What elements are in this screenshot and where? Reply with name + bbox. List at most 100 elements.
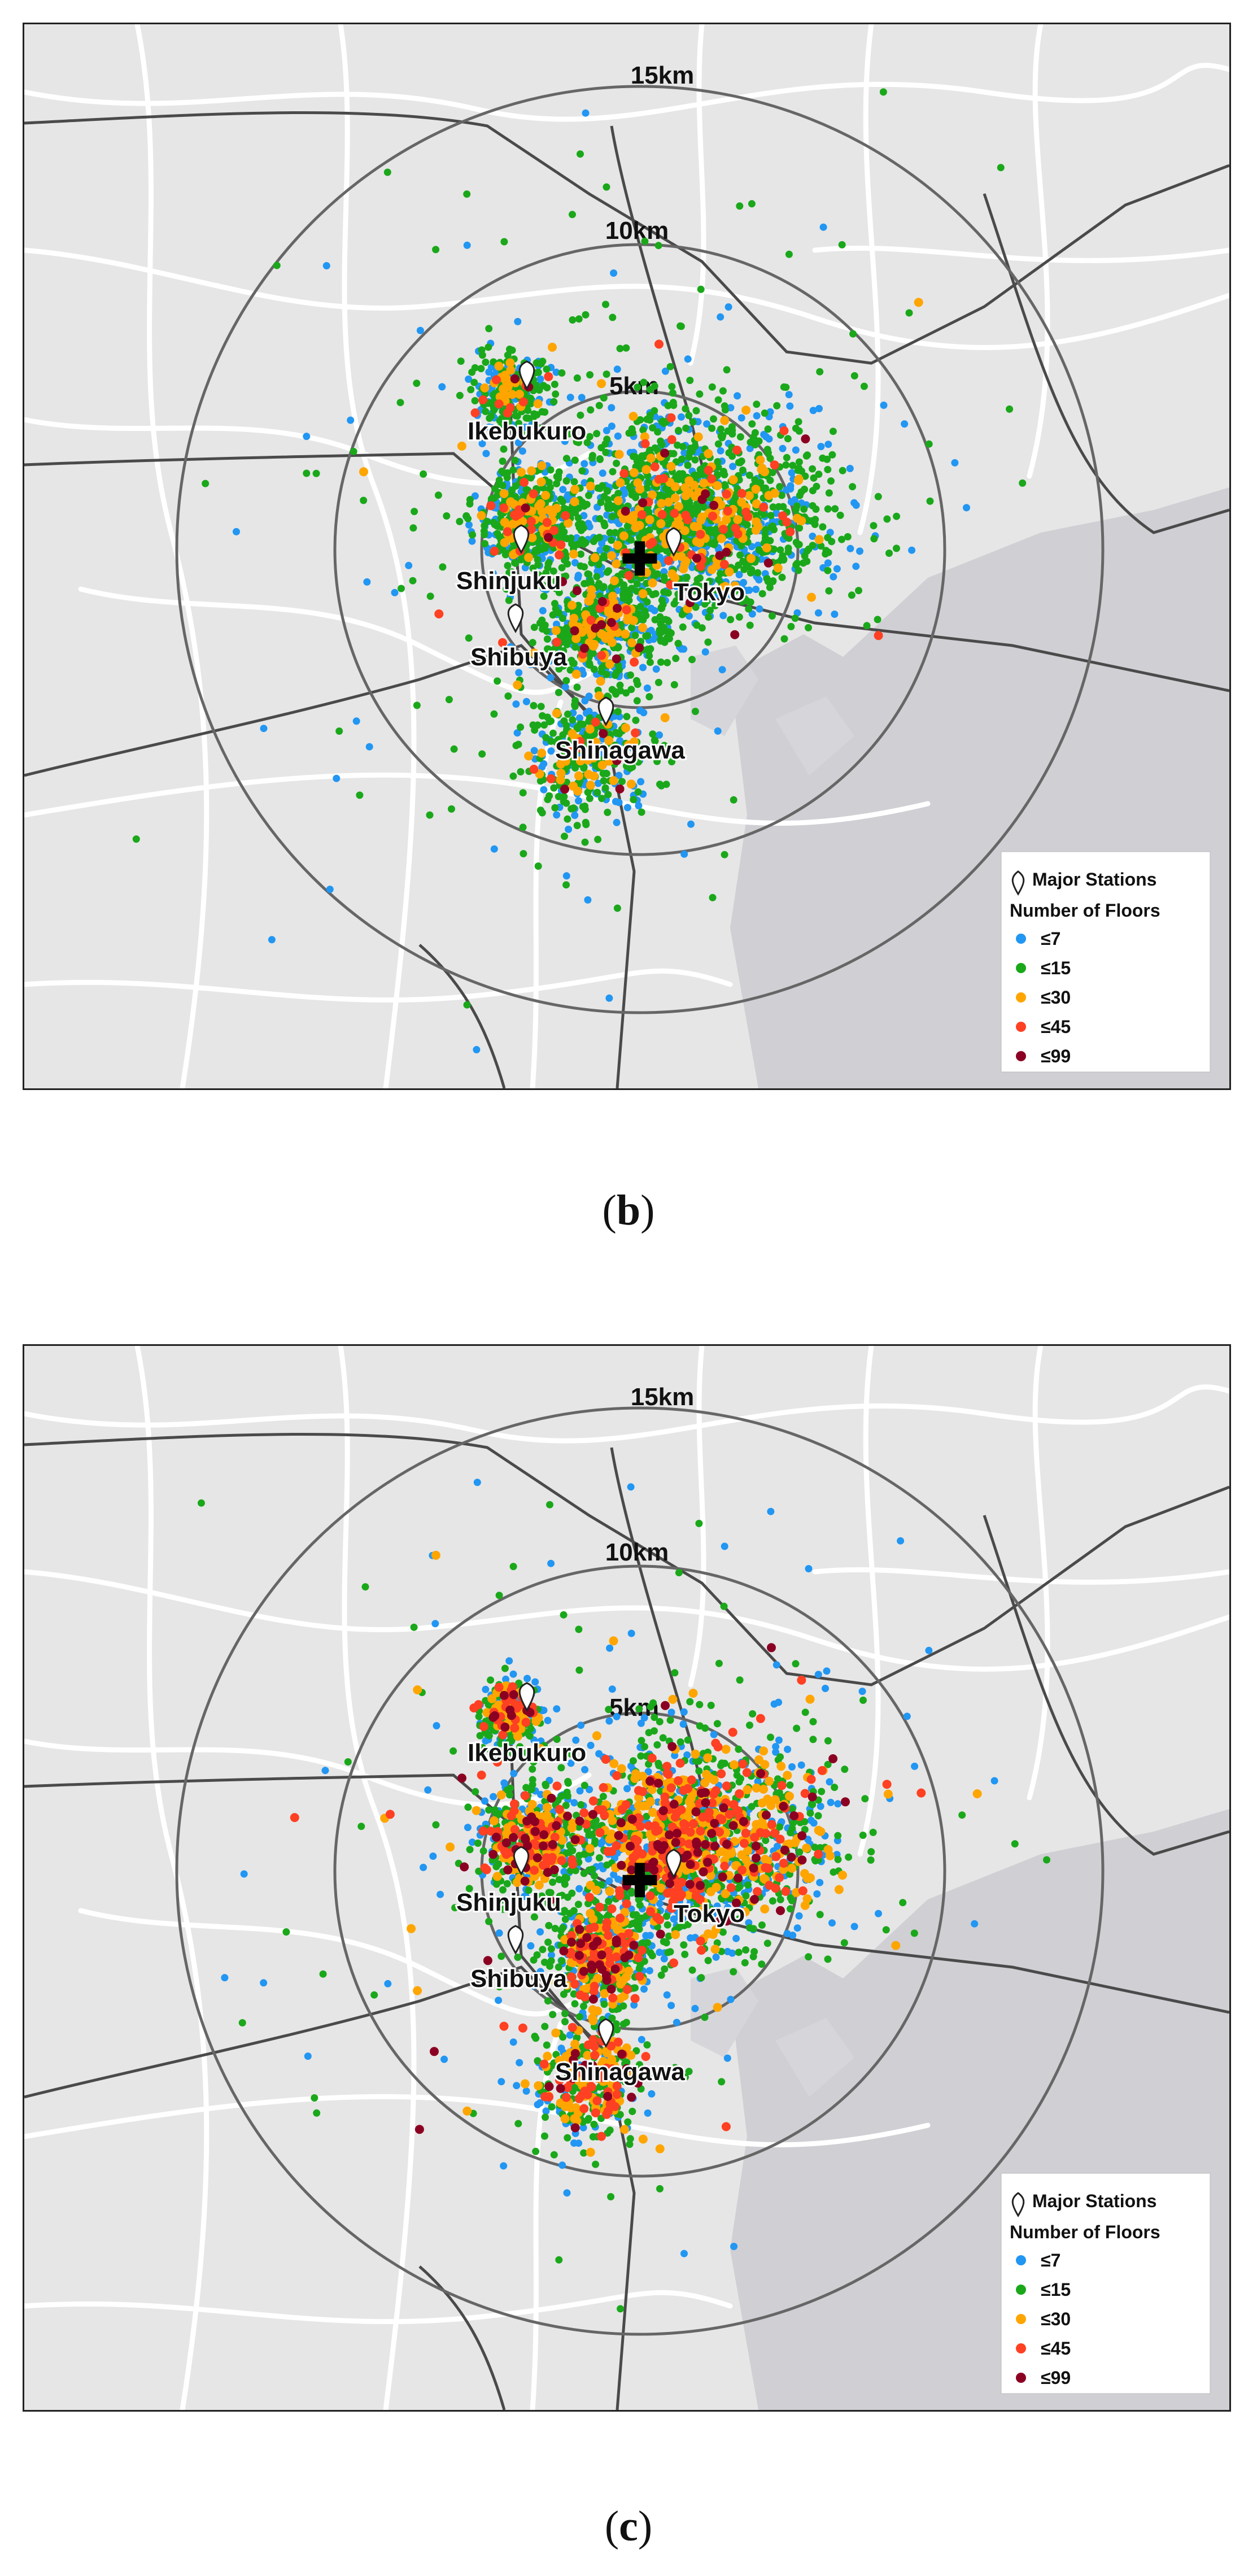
- building-point: [557, 495, 565, 503]
- building-point: [803, 547, 811, 555]
- building-point: [568, 1889, 576, 1897]
- building-point: [613, 818, 621, 826]
- building-point: [685, 2068, 693, 2076]
- building-point: [478, 429, 486, 437]
- building-point: [612, 559, 621, 569]
- building-point: [538, 1892, 545, 1900]
- building-point: [635, 750, 643, 758]
- building-point: [519, 789, 527, 797]
- building-point: [565, 637, 573, 644]
- building-point: [579, 721, 587, 729]
- building-point: [819, 223, 827, 231]
- building-point: [652, 570, 660, 578]
- building-point: [654, 339, 664, 349]
- building-point: [391, 589, 399, 596]
- building-point: [627, 1888, 635, 1895]
- building-point: [357, 1823, 365, 1830]
- building-point: [561, 1880, 569, 1888]
- building-point: [657, 782, 665, 790]
- station-marker-icon: [507, 603, 524, 634]
- building-point: [439, 563, 447, 571]
- building-point: [792, 1660, 800, 1668]
- building-point: [587, 585, 596, 595]
- building-point: [500, 445, 508, 453]
- station-legend-icon: [1011, 870, 1025, 896]
- building-point: [793, 1924, 801, 1932]
- building-point: [536, 1928, 544, 1936]
- building-point: [659, 474, 669, 483]
- building-point: [766, 537, 774, 544]
- building-point: [440, 2055, 448, 2063]
- building-point: [547, 747, 555, 755]
- building-point: [622, 762, 630, 770]
- building-point: [591, 738, 601, 747]
- building-point: [599, 729, 608, 738]
- building-point: [724, 303, 732, 311]
- building-point: [849, 330, 857, 338]
- building-point: [625, 596, 633, 604]
- building-point: [545, 792, 553, 800]
- building-point: [557, 527, 564, 535]
- building-point: [690, 472, 698, 480]
- building-point: [571, 634, 581, 643]
- building-point: [769, 522, 776, 530]
- building-point: [569, 716, 577, 724]
- building-point: [732, 446, 742, 455]
- building-point: [478, 395, 488, 404]
- building-point: [490, 546, 499, 556]
- building-point: [635, 560, 645, 570]
- building-point: [630, 796, 638, 804]
- building-point: [642, 632, 650, 640]
- building-point: [925, 440, 933, 448]
- building-point: [544, 1716, 552, 1724]
- building-point: [557, 1764, 565, 1772]
- building-point: [776, 546, 784, 554]
- building-point: [547, 1559, 555, 1567]
- building-point: [613, 459, 621, 467]
- building-point: [722, 547, 731, 557]
- building-point: [856, 547, 863, 555]
- building-point: [485, 325, 493, 333]
- building-point: [552, 504, 561, 513]
- building-point: [531, 420, 539, 428]
- building-point: [664, 1949, 672, 1956]
- building-point: [714, 396, 722, 404]
- building-point: [767, 1733, 774, 1741]
- building-point: [468, 1838, 476, 1846]
- building-point: [786, 402, 794, 410]
- building-point: [582, 109, 590, 117]
- building-point: [542, 569, 550, 577]
- building-point: [677, 322, 685, 330]
- building-point: [630, 657, 639, 667]
- building-point: [717, 432, 725, 440]
- building-point: [483, 517, 491, 525]
- building-point: [597, 379, 606, 389]
- building-point: [649, 744, 657, 752]
- building-point: [824, 1955, 832, 1963]
- building-point: [670, 600, 678, 608]
- building-point: [570, 1799, 578, 1807]
- building-point: [577, 411, 584, 419]
- building-point: [626, 591, 634, 599]
- building-point: [769, 469, 776, 477]
- building-point: [523, 1749, 531, 1756]
- building-point: [587, 406, 595, 414]
- building-point: [260, 725, 268, 733]
- building-point: [638, 623, 648, 633]
- building-point: [552, 638, 561, 647]
- building-point: [535, 386, 543, 394]
- building-point: [577, 550, 584, 558]
- building-point: [787, 498, 795, 506]
- building-point: [769, 1897, 776, 1905]
- building-point: [202, 480, 210, 487]
- building-point: [834, 1855, 842, 1863]
- building-point: [741, 406, 751, 415]
- building-point: [593, 788, 601, 796]
- building-point: [551, 381, 558, 388]
- building-point: [809, 542, 817, 550]
- building-point: [739, 467, 747, 474]
- building-point: [703, 420, 711, 428]
- building-point: [581, 838, 589, 846]
- building-point: [611, 688, 619, 696]
- building-point: [573, 683, 581, 691]
